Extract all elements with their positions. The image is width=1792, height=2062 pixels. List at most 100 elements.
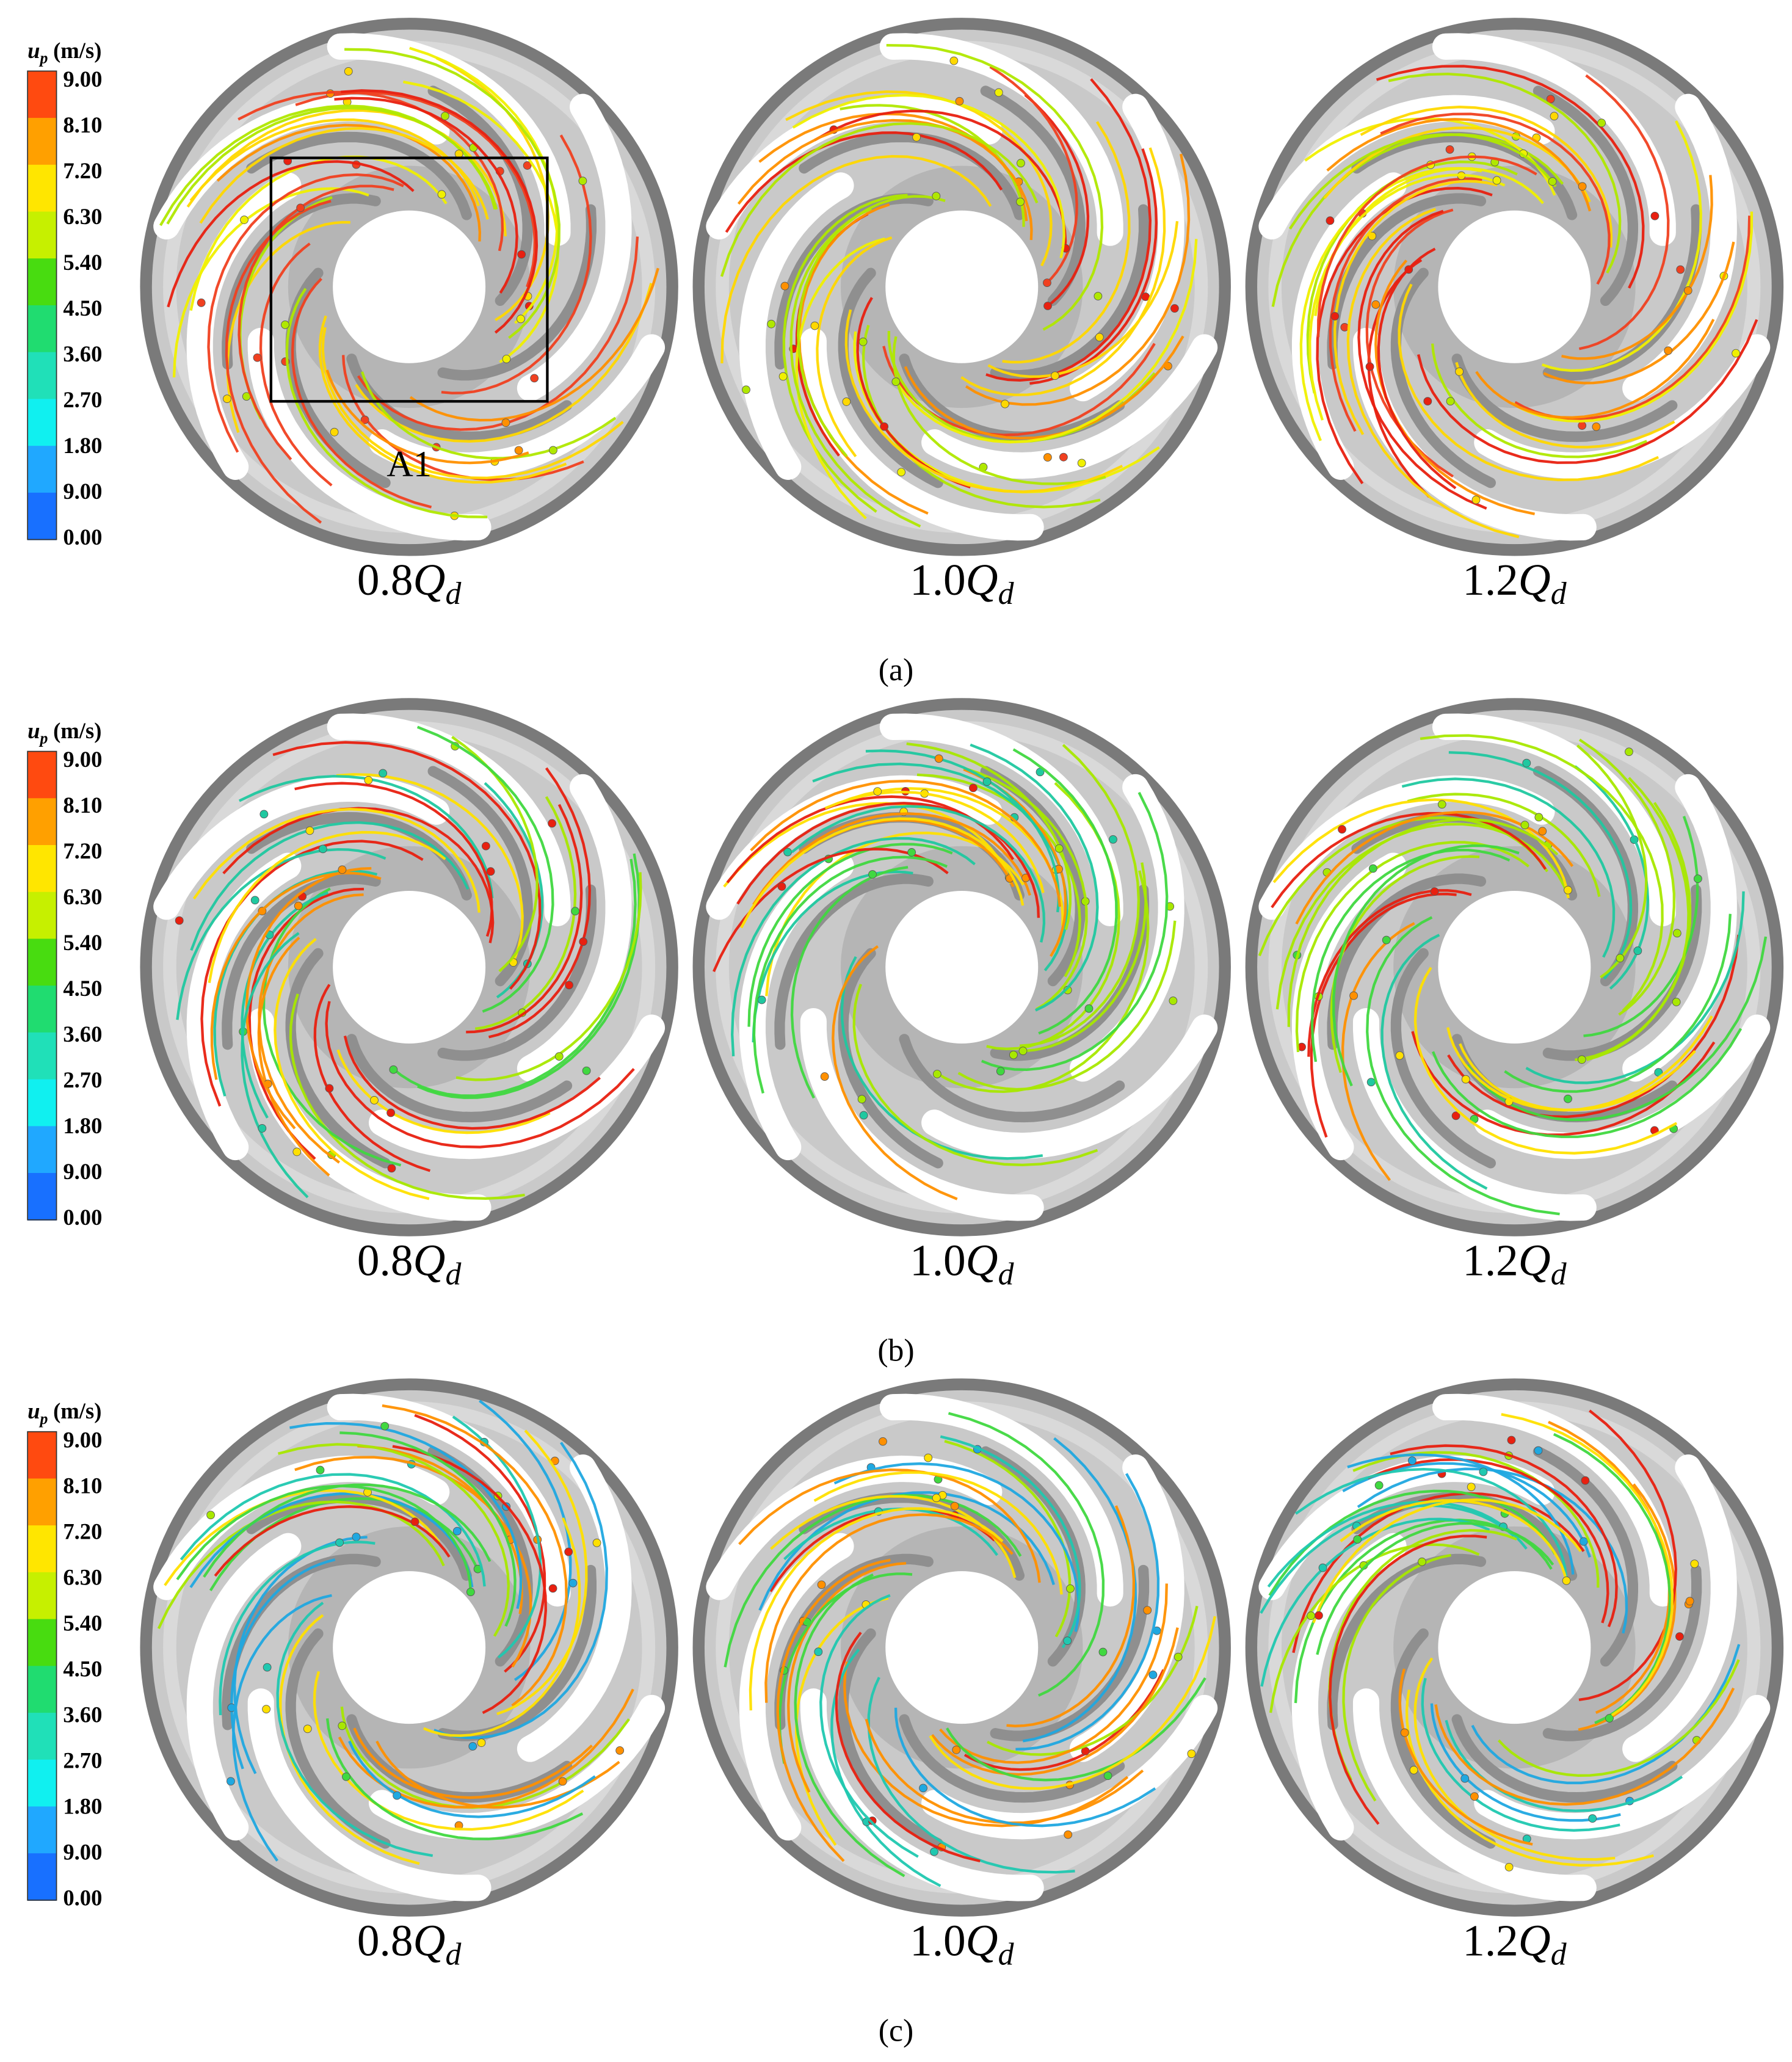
particle — [516, 314, 525, 324]
particle-track — [1316, 187, 1493, 484]
particle-track — [970, 743, 1099, 1012]
particle — [292, 1147, 302, 1156]
flow-channel — [186, 1533, 302, 1841]
flow-channel — [1069, 1454, 1184, 1762]
case-symbol: Q — [1518, 1915, 1551, 1965]
particle-track — [1332, 844, 1520, 1087]
particle-track — [1275, 822, 1570, 1010]
colorbar-segment — [27, 798, 57, 846]
particle — [1307, 1611, 1316, 1621]
particle — [1672, 998, 1681, 1006]
zoom-box — [269, 156, 549, 403]
particle-track — [1018, 862, 1147, 1053]
particle — [548, 819, 556, 828]
particle — [1018, 1047, 1028, 1056]
case-number: 1.2 — [1462, 555, 1518, 604]
particle-track — [1366, 916, 1560, 1216]
legend-label: 3.60 — [63, 1702, 102, 1727]
particle — [780, 281, 789, 291]
particle — [873, 787, 882, 796]
particle-track — [336, 1049, 551, 1134]
particle-track — [1272, 798, 1570, 899]
hub — [885, 210, 1039, 363]
particle-track — [1346, 208, 1520, 539]
particle — [1418, 1557, 1426, 1566]
particle — [1059, 452, 1068, 462]
legend-subscript: p — [39, 1410, 48, 1428]
case-symbol: Q — [966, 555, 998, 604]
particle — [934, 754, 943, 763]
flow-channel — [921, 1014, 1218, 1160]
particle — [410, 1517, 419, 1527]
particle — [1592, 423, 1601, 431]
particle-track — [157, 1500, 445, 1630]
particle — [1534, 1446, 1543, 1455]
particle-track — [929, 1616, 1216, 1790]
particle-track — [1024, 93, 1090, 308]
particle-track — [341, 89, 539, 334]
particle-track — [1347, 1453, 1575, 1575]
colorbar-segment — [27, 1713, 57, 1760]
particle-track — [1299, 167, 1482, 441]
particle — [1579, 1537, 1588, 1546]
particle-track — [791, 805, 1046, 943]
panel: up (m/s) 9.00 8.10 7.20 6.30 5.40 4.50 3.60 2.70 1… — [27, 1378, 1784, 2049]
particle-track — [1341, 922, 1415, 1182]
particle-track — [1420, 734, 1664, 1012]
flow-channel — [879, 1393, 1123, 1607]
particle-track — [340, 1706, 630, 1809]
legend-label: 7.20 — [63, 1519, 102, 1544]
particle — [1365, 362, 1374, 371]
flow-channel — [1622, 93, 1737, 402]
particle — [924, 1453, 933, 1462]
particle — [955, 96, 964, 106]
particle — [1064, 1830, 1073, 1839]
flow-channel — [1432, 713, 1676, 926]
particle — [1430, 887, 1439, 896]
particle-track — [1432, 1028, 1743, 1138]
particle-track — [391, 859, 637, 1097]
particle-track — [886, 43, 1104, 331]
particle — [1633, 946, 1642, 955]
particle-track — [865, 749, 1061, 913]
blade-shadow — [285, 1628, 391, 1849]
particle — [1423, 397, 1432, 406]
particle — [253, 353, 262, 362]
particle — [318, 844, 327, 854]
particle-track — [794, 1597, 889, 1846]
particle-track — [232, 1594, 332, 1862]
case-label: 0.8Qd — [357, 1235, 462, 1291]
particle — [783, 848, 792, 857]
particle — [1538, 827, 1547, 836]
particle — [330, 427, 339, 437]
particle — [1564, 885, 1572, 895]
particle-track — [1390, 1444, 1618, 1627]
particle — [364, 775, 373, 785]
particle-track — [325, 369, 529, 465]
particle-track — [840, 104, 1025, 227]
blade-shadow — [838, 267, 943, 488]
particle — [1374, 1481, 1384, 1490]
particle — [1109, 835, 1117, 844]
particle-track — [334, 96, 518, 294]
legend-label: 9.00 — [63, 1159, 102, 1184]
particle — [466, 1588, 475, 1597]
particle — [389, 1065, 398, 1074]
legend-label: 3.60 — [63, 341, 102, 366]
case-symbol: Q — [413, 1915, 446, 1965]
particle-track — [496, 1429, 588, 1716]
flow-channel — [1474, 1694, 1771, 1840]
particle — [1318, 1563, 1327, 1572]
particle — [175, 916, 184, 925]
case-number: 1.0 — [910, 1235, 966, 1285]
particle-track — [776, 1558, 891, 1862]
blade-shadow — [346, 1034, 573, 1123]
particle — [1409, 1766, 1418, 1774]
legend-label: 4.50 — [63, 976, 102, 1001]
particle-track — [948, 1412, 1105, 1697]
legend-label: 7.20 — [63, 838, 102, 863]
particle — [1672, 929, 1681, 938]
particle-track — [1342, 1462, 1591, 1558]
particle — [1017, 159, 1025, 168]
particle — [932, 192, 941, 201]
